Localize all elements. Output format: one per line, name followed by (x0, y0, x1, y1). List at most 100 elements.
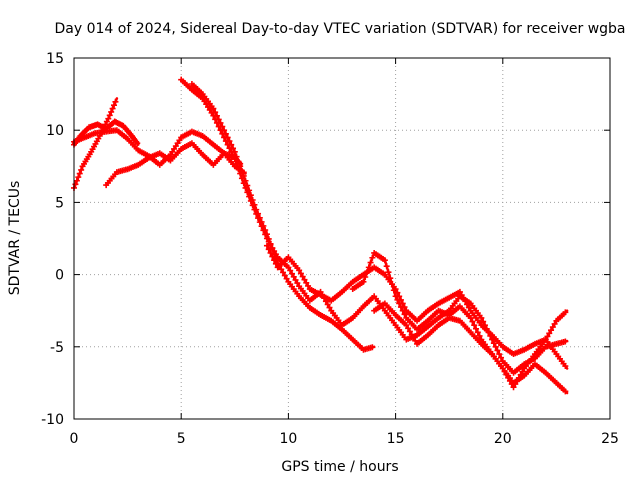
data-point (231, 148, 238, 155)
data-point (281, 272, 288, 279)
data-point (406, 328, 413, 335)
data-point (499, 365, 506, 372)
data-point (112, 98, 119, 105)
data-point (230, 145, 237, 152)
y-tick-labels: -10 -5 0 5 10 15 (41, 51, 64, 428)
data-point (215, 116, 222, 123)
data-point (474, 329, 481, 336)
data-point (267, 249, 274, 256)
data-point (75, 174, 82, 181)
data-point (299, 273, 306, 280)
data-point (401, 311, 408, 318)
data-point (512, 381, 519, 388)
data-point (365, 264, 372, 271)
data-point (392, 293, 399, 300)
data-point (399, 307, 406, 314)
data-point (296, 267, 303, 274)
data-point (549, 324, 556, 331)
data-point (263, 231, 270, 238)
data-point (249, 196, 256, 203)
data-point (134, 140, 141, 147)
data-point (217, 119, 224, 126)
data-point (237, 163, 244, 170)
data-point (505, 374, 512, 381)
data-point (462, 298, 469, 305)
data-point (285, 264, 292, 271)
data-point (397, 304, 404, 311)
data-point (403, 322, 410, 329)
data-point (247, 192, 254, 199)
data-point (383, 263, 390, 270)
x-axis-label: GPS time / hours (281, 459, 398, 475)
data-point (263, 242, 270, 249)
data-point (494, 347, 501, 354)
x-tick-label: 0 (70, 431, 79, 447)
data-point (210, 105, 217, 112)
data-point (324, 301, 331, 308)
data-point (287, 267, 294, 274)
data-point (387, 275, 394, 282)
data-point (410, 334, 417, 341)
data-point (219, 123, 226, 130)
data-point (498, 354, 505, 361)
data-point (271, 257, 278, 264)
data-point (109, 105, 116, 112)
x-tick-labels: 0 5 10 15 20 25 (70, 431, 619, 447)
y-tick-label: -10 (41, 412, 64, 428)
data-point (412, 337, 419, 344)
data-point (258, 218, 265, 225)
x-tick-label: 20 (494, 431, 512, 447)
data-point (385, 269, 392, 276)
data-point (517, 371, 524, 378)
series-track-3 (71, 127, 247, 176)
data-point (473, 325, 479, 332)
data-point (503, 371, 510, 378)
data-point (111, 102, 118, 109)
data-point (242, 177, 249, 184)
series-line (179, 78, 569, 375)
data-point (551, 320, 558, 327)
data-point (381, 257, 388, 264)
data-point (360, 278, 367, 285)
data-point (326, 304, 333, 311)
y-tick-label: 10 (46, 123, 64, 139)
data-point (389, 281, 396, 288)
data-point (265, 235, 272, 242)
data-point (238, 168, 245, 175)
series-track-9 (371, 300, 569, 391)
data-point (544, 333, 551, 340)
data-point (394, 296, 401, 303)
data-point (492, 343, 499, 350)
data-point (496, 351, 503, 358)
grid (74, 58, 610, 419)
data-point (244, 182, 251, 189)
data-point (465, 304, 472, 311)
data-point (471, 322, 478, 329)
y-tick-label: -5 (50, 340, 64, 356)
chart-title: Day 014 of 2024, Sidereal Day-to-day VTE… (54, 21, 625, 37)
data-point (456, 288, 463, 295)
data-point (515, 374, 522, 381)
data-point (460, 295, 467, 302)
series-track-5 (178, 76, 569, 376)
data-point (256, 214, 263, 221)
data-point (476, 332, 483, 339)
data-point (226, 138, 233, 145)
data-point (510, 384, 517, 391)
data-point (76, 170, 83, 177)
y-tick-label: 0 (55, 268, 64, 284)
data-point (212, 109, 219, 116)
data-point (396, 300, 403, 307)
data-point (72, 181, 79, 188)
data-point (501, 368, 508, 375)
data-point (255, 210, 262, 217)
data-point (562, 363, 569, 370)
x-tick-label: 15 (387, 431, 405, 447)
data-point (265, 246, 272, 253)
data-point (514, 377, 521, 384)
data-point (305, 282, 312, 289)
data-point (240, 172, 247, 179)
data-point (546, 330, 553, 337)
series-track-4 (103, 140, 244, 189)
